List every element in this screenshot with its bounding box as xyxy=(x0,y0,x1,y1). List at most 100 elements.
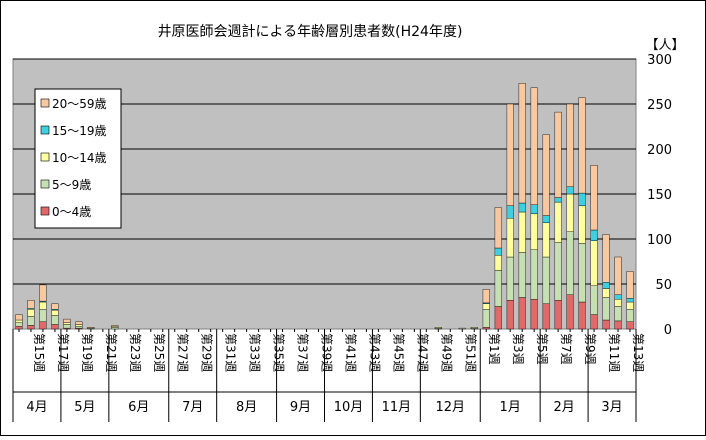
bar-segment xyxy=(506,300,514,330)
bar-segment xyxy=(614,306,622,322)
bar-segment xyxy=(566,193,574,232)
bar-segment xyxy=(578,192,586,206)
bar-segment xyxy=(566,294,574,330)
bar-segment xyxy=(578,301,586,330)
bar-segment xyxy=(542,256,550,304)
month-label: 10月 xyxy=(334,400,364,415)
bar-segment xyxy=(63,324,71,329)
bar-segment xyxy=(27,325,35,330)
bar-segment xyxy=(626,309,634,323)
x-tick-label: 第5週 xyxy=(535,333,549,365)
x-tick-label: 第9週 xyxy=(583,333,597,365)
bar-segment xyxy=(506,103,514,206)
x-tick-label: 第3週 xyxy=(511,333,525,365)
bar-segment xyxy=(590,314,598,330)
bar-segment xyxy=(566,231,574,296)
month-label: 8月 xyxy=(236,400,257,415)
bar-segment xyxy=(554,300,562,330)
chart-title: 井原医師会週計による年齢層別患者数(H24年度) xyxy=(158,24,463,40)
bar-segment xyxy=(530,213,538,251)
y-tick-label: 200 xyxy=(647,143,672,158)
x-tick-label: 第31週 xyxy=(224,333,238,372)
bar-segment xyxy=(494,306,502,330)
legend-swatch xyxy=(40,152,50,162)
bar-segment xyxy=(494,270,502,307)
month-label: 7月 xyxy=(182,400,203,415)
bar-segment xyxy=(602,288,610,298)
bar-segment xyxy=(602,297,610,321)
legend-box xyxy=(34,88,122,229)
y-tick-label: 300 xyxy=(647,53,672,68)
bar-segment xyxy=(87,327,95,329)
bar-segment xyxy=(15,314,23,321)
bar-segment xyxy=(75,321,83,325)
month-label: 2月 xyxy=(553,400,574,415)
bar-segment xyxy=(530,87,538,206)
bar-segment xyxy=(506,256,514,301)
legend-label: 20〜59歳 xyxy=(52,97,107,111)
bar-segment xyxy=(626,321,634,330)
bar-segment xyxy=(27,309,35,317)
bar-segment xyxy=(111,325,119,327)
x-axis-tick-labels: 第15週 第17週 第19週 第21週 第23週 第25週 第27週 第29週 第31週 第33週… xyxy=(18,329,645,372)
bar-segment xyxy=(542,134,550,216)
bar-segment xyxy=(518,202,526,213)
bar-segment xyxy=(590,240,598,287)
y-tick-label: 250 xyxy=(647,98,672,113)
bar-segment xyxy=(39,284,47,302)
legend-swatch xyxy=(40,125,50,135)
legend-label: 15〜19歳 xyxy=(52,124,107,138)
x-tick-label: 第49週 xyxy=(439,333,453,372)
bar-segment xyxy=(482,303,490,310)
bar-segment xyxy=(506,205,514,219)
month-label: 1月 xyxy=(500,400,521,415)
bar-segment xyxy=(566,186,574,195)
bar-segment xyxy=(554,111,562,198)
x-tick-label: 第11週 xyxy=(607,333,621,372)
bar-segment xyxy=(494,207,502,249)
bar-segment xyxy=(578,205,586,244)
bar-segment xyxy=(15,322,23,327)
bar-segment xyxy=(51,303,59,310)
legend-swatch xyxy=(40,98,50,108)
y-tick-label: 100 xyxy=(647,233,672,248)
bar-segment xyxy=(75,324,83,327)
bar-segment xyxy=(614,320,622,330)
y-tick-label: 50 xyxy=(655,278,672,293)
bar-segment xyxy=(494,254,502,271)
legend-swatch xyxy=(40,206,50,216)
bar-segment xyxy=(602,234,610,283)
bar-segment xyxy=(111,327,119,330)
bar-segment xyxy=(578,97,586,194)
bar-segment xyxy=(51,315,59,325)
x-tick-label: 第25週 xyxy=(152,333,166,372)
month-label: 4月 xyxy=(26,400,47,415)
bar-segment xyxy=(518,211,526,253)
legend-label: 10〜14歳 xyxy=(52,151,107,165)
bar-segment xyxy=(626,298,634,303)
legend: 20〜59歳 15〜19歳 10〜14歳 5〜9歳 0〜4歳 xyxy=(34,88,122,229)
month-label: 5月 xyxy=(74,400,95,415)
month-label: 11月 xyxy=(382,400,412,415)
x-tick-label: 第41週 xyxy=(343,333,357,372)
bar-segment xyxy=(602,282,610,289)
bar-segment xyxy=(530,299,538,330)
x-tick-label: 第7週 xyxy=(559,333,573,365)
bar-segment xyxy=(530,249,538,300)
bar-segment xyxy=(554,197,562,203)
x-tick-label: 第15週 xyxy=(32,333,46,372)
bar-segment xyxy=(15,326,23,330)
x-tick-label: 第23週 xyxy=(128,333,142,372)
x-tick-label: 第17週 xyxy=(56,333,70,372)
bar-segment xyxy=(482,327,490,330)
bar-segment xyxy=(542,222,550,258)
bar-segment xyxy=(51,324,59,330)
bar-segment xyxy=(63,322,71,325)
month-label: 6月 xyxy=(128,400,149,415)
x-tick-label: 第21週 xyxy=(104,333,118,372)
x-tick-label: 第35週 xyxy=(272,333,286,372)
x-tick-label: 第33週 xyxy=(248,333,262,372)
x-tick-label: 第1週 xyxy=(487,333,501,365)
x-tick-label: 第37週 xyxy=(296,333,310,372)
